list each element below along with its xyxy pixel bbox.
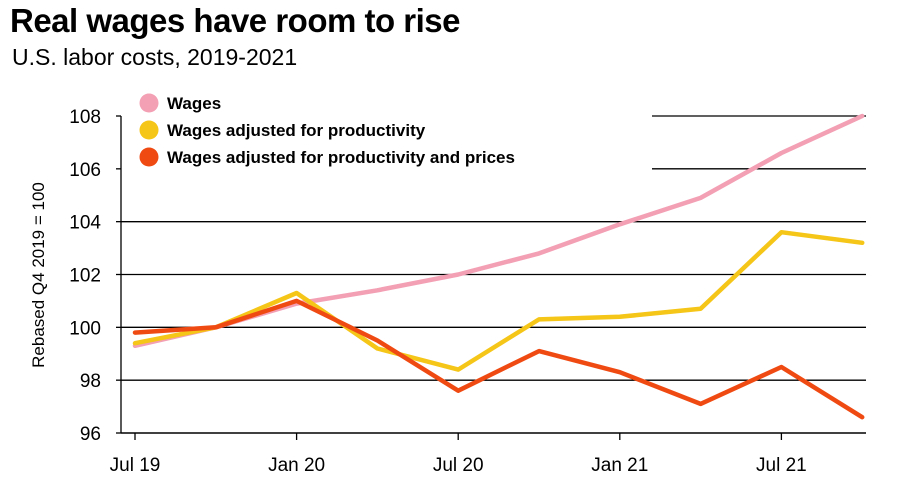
x-tick-label: Jan 21 (591, 455, 648, 476)
legend-label: Wages adjusted for productivity (167, 121, 426, 140)
series-line-wages-productivity (132, 229, 865, 372)
y-tick-label: 106 (69, 160, 101, 181)
chart-subtitle: U.S. labor costs, 2019-2021 (12, 44, 298, 70)
series-line-wages-productivity-prices (132, 298, 865, 420)
legend-marker-wages (139, 93, 159, 113)
series-lines (132, 113, 865, 420)
axes: 96 98 100 102 104 106 108 Jul 19 Jan 20 Jul 20 Jan… (69, 107, 866, 476)
grid-lines (121, 115, 866, 381)
x-tick-label: Jul 21 (756, 455, 807, 476)
y-axis-label: Rebased Q4 2019 = 100 (29, 182, 48, 368)
x-tick-label: Jul 19 (110, 455, 161, 476)
y-tick-label: 96 (80, 424, 101, 445)
y-tick-label: 98 (80, 371, 101, 392)
legend-label: Wages adjusted for productivity and pric… (167, 148, 515, 167)
legend-marker-wages-productivity (139, 120, 159, 140)
y-tick-label: 104 (69, 213, 101, 234)
x-tick-label: Jul 20 (433, 455, 484, 476)
y-tick-label: 102 (69, 266, 101, 287)
x-tick-label: Jan 20 (268, 455, 325, 476)
legend-label: Wages (167, 94, 221, 113)
legend-marker-wages-productivity-prices (139, 147, 159, 167)
legend: Wages Wages adjusted for productivity Wage… (139, 93, 515, 167)
y-tick-label: 100 (69, 318, 101, 339)
chart-title: Real wages have room to rise (10, 2, 461, 39)
y-tick-label: 108 (69, 107, 101, 128)
